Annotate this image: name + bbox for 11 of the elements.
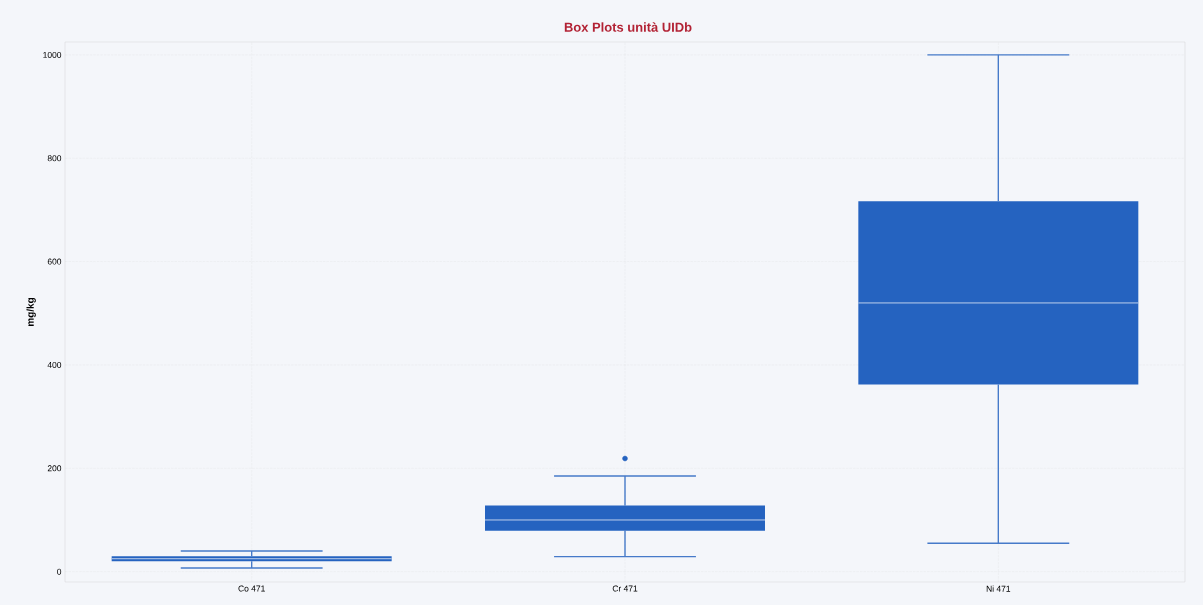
chart-title: Box Plots unità UIDb <box>564 22 692 32</box>
x-tick-label: Ni 471 <box>986 585 1011 592</box>
y-tick-label: 400 <box>47 361 62 368</box>
y-tick-label: 200 <box>47 465 62 472</box>
y-tick-label: 0 <box>57 568 62 575</box>
x-tick-label: Co 471 <box>238 585 265 592</box>
y-tick-label: 1000 <box>43 51 62 58</box>
y-axis-title: mg/kg <box>26 297 36 326</box>
y-tick-label: 600 <box>47 258 62 265</box>
y-tick-label: 800 <box>47 155 62 162</box>
x-tick-label: Cr 471 <box>612 585 638 592</box>
